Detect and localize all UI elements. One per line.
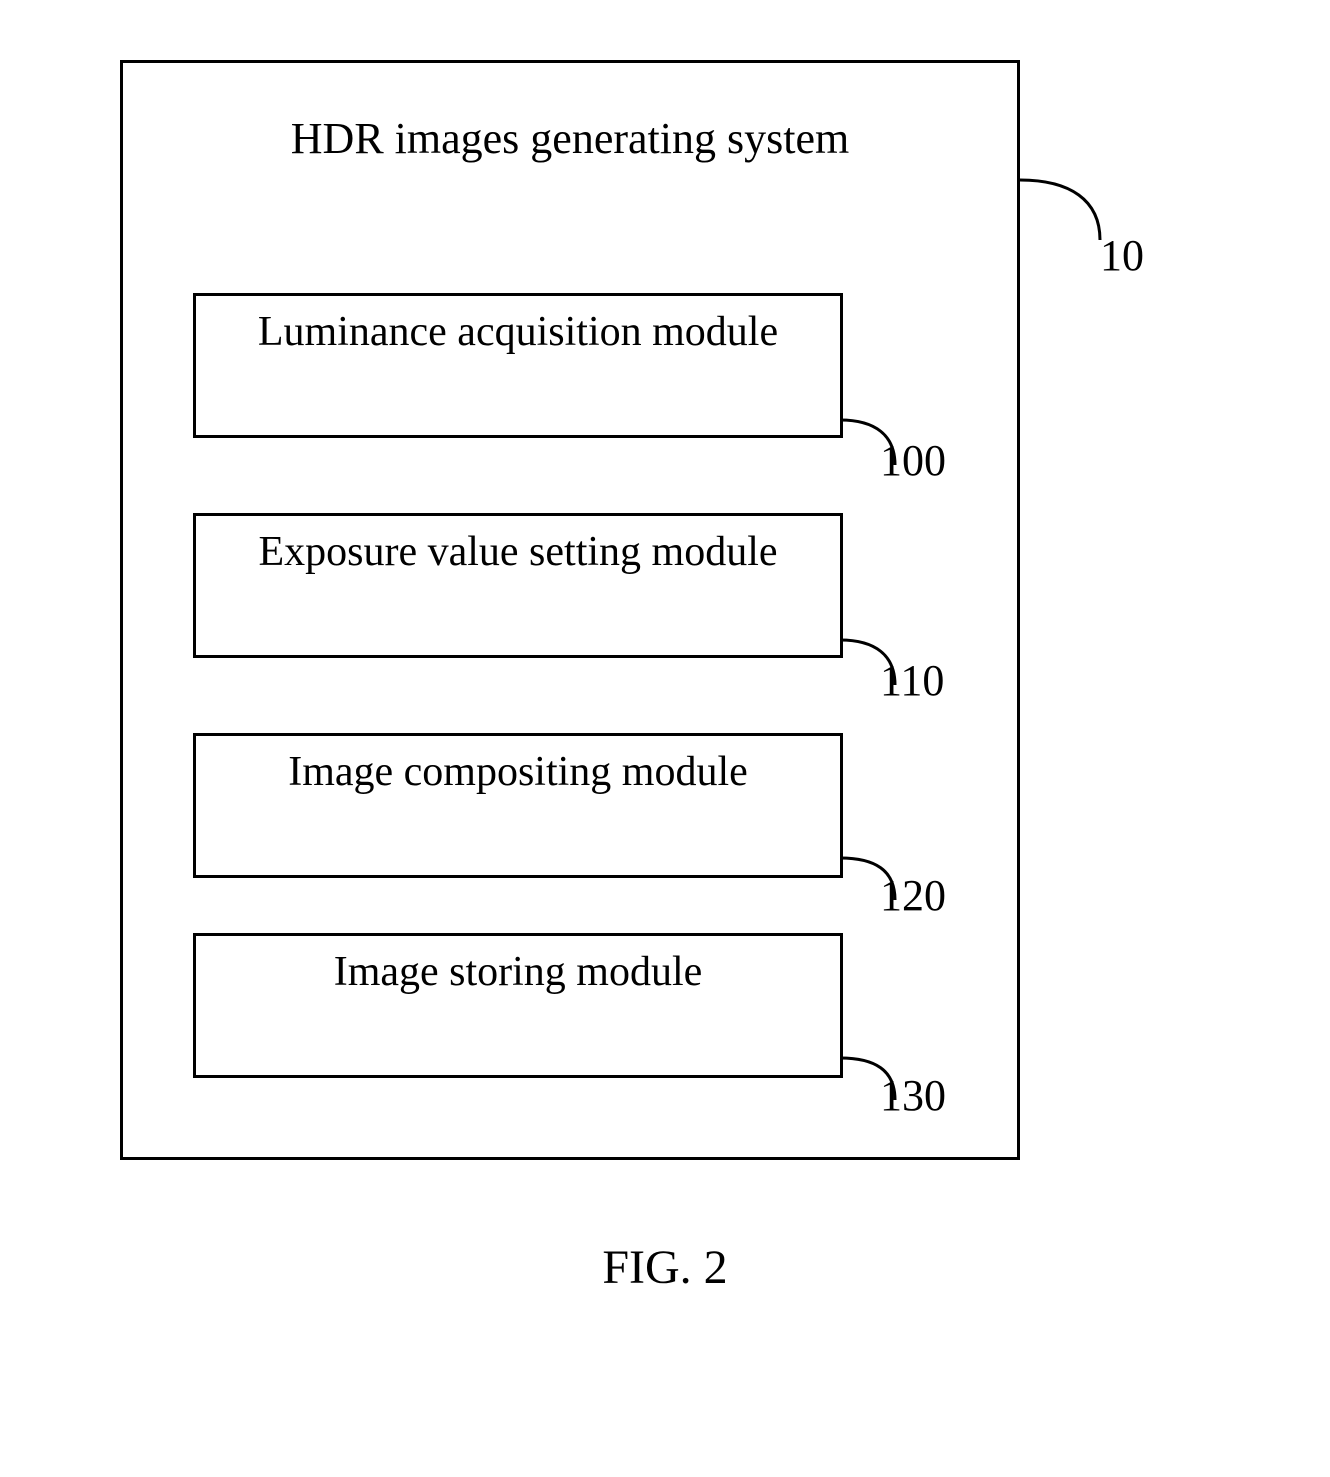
system-title: HDR images generating system bbox=[123, 113, 1017, 164]
system-ref-label: 10 bbox=[1100, 230, 1144, 281]
module-ref-label: 100 bbox=[880, 435, 946, 486]
module-image-storing: Image storing module bbox=[193, 933, 843, 1078]
module-label: Exposure value setting module bbox=[258, 529, 777, 575]
module-image-compositing: Image compositing module bbox=[193, 733, 843, 878]
module-label: Image compositing module bbox=[288, 749, 748, 795]
module-ref-label: 130 bbox=[880, 1070, 946, 1121]
module-luminance-acquisition: Luminance acquisition module bbox=[193, 293, 843, 438]
figure-caption: FIG. 2 bbox=[0, 1240, 1330, 1295]
module-ref-label: 120 bbox=[880, 870, 946, 921]
module-label: Luminance acquisition module bbox=[258, 309, 778, 355]
module-ref-label: 110 bbox=[880, 655, 944, 706]
system-container: HDR images generating system Luminance a… bbox=[120, 60, 1020, 1160]
module-exposure-value-setting: Exposure value setting module bbox=[193, 513, 843, 658]
module-label: Image storing module bbox=[334, 949, 703, 995]
